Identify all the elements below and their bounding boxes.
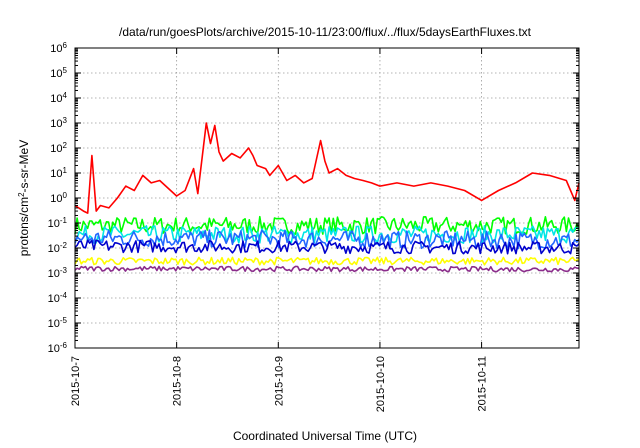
y-tick-labels: 10-610-510-410-310-210-11001011021031041…	[48, 41, 68, 356]
y-tick-label: 103	[50, 116, 67, 131]
x-tick-labels: 2015-10-7 2015-10-8 2015-10-9 2015-10-10 201…	[70, 356, 489, 412]
y-tick-label: 102	[50, 141, 67, 156]
series-line-1	[74, 122, 580, 214]
x-tick-label: 2015-10-9	[273, 356, 285, 406]
series-layer	[74, 122, 580, 273]
y-tick-base: 10	[50, 143, 62, 155]
series-line-7	[74, 265, 580, 273]
y-tick-label: 106	[50, 41, 67, 56]
y-tick-label: 10-5	[48, 316, 68, 331]
series-line-5	[74, 239, 580, 255]
y-tick-label: 104	[50, 91, 67, 106]
y-tick-label: 101	[50, 166, 67, 181]
y-tick-exp: -5	[60, 316, 68, 325]
y-tick-exp: 6	[63, 41, 68, 50]
y-tick-exp: 4	[63, 91, 68, 100]
y-tick-label: 10-2	[48, 241, 68, 256]
x-tick-label: 2015-10-8	[172, 356, 184, 406]
ticks	[74, 47, 579, 349]
y-axis-label-rest: -s-sr-MeV	[17, 140, 31, 193]
y-tick-base: 10	[50, 168, 62, 180]
y-tick-exp: 2	[63, 141, 68, 150]
y-tick-exp: 3	[63, 116, 68, 125]
y-tick-label: 10-3	[48, 266, 68, 281]
y-tick-exp: -6	[60, 341, 68, 350]
y-tick-base: 10	[50, 193, 62, 205]
y-tick-exp: 5	[63, 66, 68, 75]
y-tick-label: 10-4	[48, 291, 68, 306]
y-tick-base: 10	[48, 318, 60, 330]
y-axis-label: protons/cm2-s-sr-MeV	[17, 140, 32, 256]
y-tick-base: 10	[50, 118, 62, 130]
series-line-6	[74, 256, 580, 266]
y-tick-exp: -4	[60, 291, 68, 300]
y-tick-exp: -1	[60, 216, 68, 225]
y-tick-base: 10	[48, 268, 60, 280]
y-axis-label-base: protons/cm	[17, 197, 31, 256]
y-tick-label: 10-6	[48, 341, 68, 356]
y-tick-exp: 0	[63, 191, 68, 200]
y-axis-label-sup: 2	[17, 192, 26, 197]
y-tick-exp: 1	[63, 166, 68, 175]
y-tick-label: 10-1	[48, 216, 68, 231]
y-tick-exp: -2	[60, 241, 68, 250]
y-tick-base: 10	[48, 343, 60, 355]
x-tick-label: 2015-10-11	[477, 356, 489, 411]
y-tick-base: 10	[50, 93, 62, 105]
x-tick-label: 2015-10-7	[70, 356, 82, 406]
y-tick-base: 10	[48, 243, 60, 255]
x-tick-label: 2015-10-10	[375, 356, 387, 412]
y-tick-label: 100	[50, 191, 67, 206]
grid	[75, 48, 579, 348]
x-axis-label: Coordinated Universal Time (UTC)	[233, 429, 417, 443]
chart-title: /data/run/goesPlots/archive/2015-10-11/2…	[119, 25, 532, 39]
y-tick-base: 10	[50, 68, 62, 80]
y-tick-base: 10	[50, 43, 62, 55]
y-tick-exp: -3	[60, 266, 68, 275]
y-tick-base: 10	[48, 218, 60, 230]
series-line-2	[74, 215, 580, 235]
y-tick-base: 10	[48, 293, 60, 305]
y-tick-label: 105	[50, 66, 67, 81]
